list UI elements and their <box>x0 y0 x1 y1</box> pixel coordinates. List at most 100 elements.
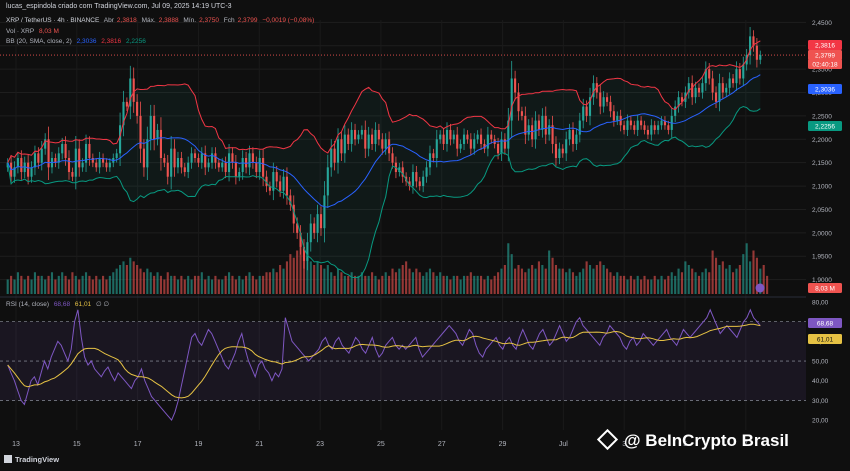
volume-bar <box>442 275 445 294</box>
candle-body <box>544 115 547 135</box>
volume-bar <box>640 279 643 294</box>
volume-bars <box>6 243 769 294</box>
candle-body <box>527 125 530 135</box>
candle-body <box>680 97 684 102</box>
volume-bar <box>449 279 452 294</box>
volume-bar <box>544 268 547 294</box>
volume-bar <box>459 279 462 294</box>
candle-body <box>224 162 227 173</box>
volume-bar <box>425 272 428 294</box>
volume-bar <box>500 268 503 294</box>
candle-body <box>248 153 251 168</box>
volume-bar <box>81 275 84 294</box>
price-tick-label: 1,9500 <box>812 254 832 261</box>
candle-body <box>119 125 122 154</box>
candle-body <box>500 139 503 154</box>
candle-body <box>449 129 452 140</box>
candle-body <box>360 129 363 135</box>
candle-body <box>626 120 629 130</box>
volume-bar <box>27 275 30 294</box>
candle-body <box>755 45 758 60</box>
candle-body <box>558 148 561 158</box>
candle-body <box>74 148 77 177</box>
bb-lower-value: 2,2256 <box>125 38 146 45</box>
volume-bar <box>422 275 425 294</box>
volume-bar <box>326 265 329 294</box>
candle-body <box>309 223 312 243</box>
candle-body <box>132 78 135 102</box>
candle-body <box>568 129 571 140</box>
volume-bar <box>721 261 724 294</box>
candle-body <box>214 153 217 163</box>
volume-bar <box>193 275 197 294</box>
candle-body <box>605 97 609 102</box>
volume-bar <box>439 272 442 294</box>
candle-body <box>84 143 88 163</box>
rsi-value: 68,68 <box>53 301 71 308</box>
candle-body <box>537 120 541 130</box>
time-tick-label: 27 <box>438 441 446 448</box>
rsi-line <box>7 308 761 422</box>
volume-bar <box>405 261 408 294</box>
candle-body <box>33 153 37 168</box>
candle-body <box>153 115 156 140</box>
candle-body <box>636 120 639 130</box>
volume-bar <box>718 265 721 294</box>
rsi-ma-value: 61,01 <box>74 301 92 308</box>
volume-bar <box>388 275 391 294</box>
volume-bar <box>558 268 561 294</box>
volume-bar <box>619 275 622 294</box>
candle-body <box>595 83 598 93</box>
candle-body <box>599 92 602 107</box>
time-tick-label: 29 <box>499 441 507 448</box>
volume-bar <box>217 279 220 294</box>
candle-body <box>296 223 299 233</box>
watermark-label: @ BeInCrypto Brasil <box>624 431 789 450</box>
volume-bar <box>486 275 489 294</box>
candle-body <box>323 195 326 229</box>
candle-body <box>411 172 415 187</box>
bar-timer-badge-label: 02:40:18 <box>812 62 838 69</box>
time-tick-label: 21 <box>255 441 263 448</box>
volume-bar <box>306 257 309 294</box>
volume-bar <box>398 268 401 294</box>
volume-bar <box>731 272 735 294</box>
volume-bar <box>6 279 9 294</box>
tradingview-logo[interactable]: TradingView <box>4 455 59 464</box>
candle-body <box>592 83 595 98</box>
candle-body <box>142 148 145 168</box>
candle-body <box>520 111 523 116</box>
candle-body <box>629 120 632 126</box>
volume-bar <box>725 268 728 294</box>
candle-body <box>200 153 203 163</box>
volume-bar <box>108 275 111 294</box>
rsi-badge-label: 68,68 <box>817 321 834 328</box>
volume-bar <box>694 272 697 294</box>
volume-bar <box>360 272 363 294</box>
candle-body <box>483 143 486 149</box>
volume-bar <box>214 275 217 294</box>
volume-bar <box>490 279 493 294</box>
candle-body <box>415 172 418 182</box>
volume-bar <box>316 261 319 294</box>
candle-body <box>701 83 704 93</box>
tradingview-label: TradingView <box>15 455 60 464</box>
volume-bar <box>646 279 649 294</box>
candle-body <box>548 125 551 135</box>
volume-bar <box>101 275 105 294</box>
bollinger-basis-line <box>7 74 761 208</box>
rsi-ma-badge-box <box>808 334 842 344</box>
volume-bar <box>336 268 340 294</box>
volume-bar <box>37 275 40 294</box>
volume-bar <box>616 272 619 294</box>
candle-body <box>582 106 585 121</box>
candle-body <box>439 134 442 140</box>
volume-bar <box>452 275 455 294</box>
volume-bar <box>149 272 152 294</box>
symbol-legend: XRP / TetherUS · 4h · BINANCE Abr 2,3818 … <box>6 17 317 24</box>
candle-body <box>384 139 387 149</box>
rsi-tick-label: 80,00 <box>812 299 829 306</box>
candle-body <box>445 129 449 144</box>
candle-body <box>125 101 128 107</box>
volume-bar <box>520 268 523 294</box>
